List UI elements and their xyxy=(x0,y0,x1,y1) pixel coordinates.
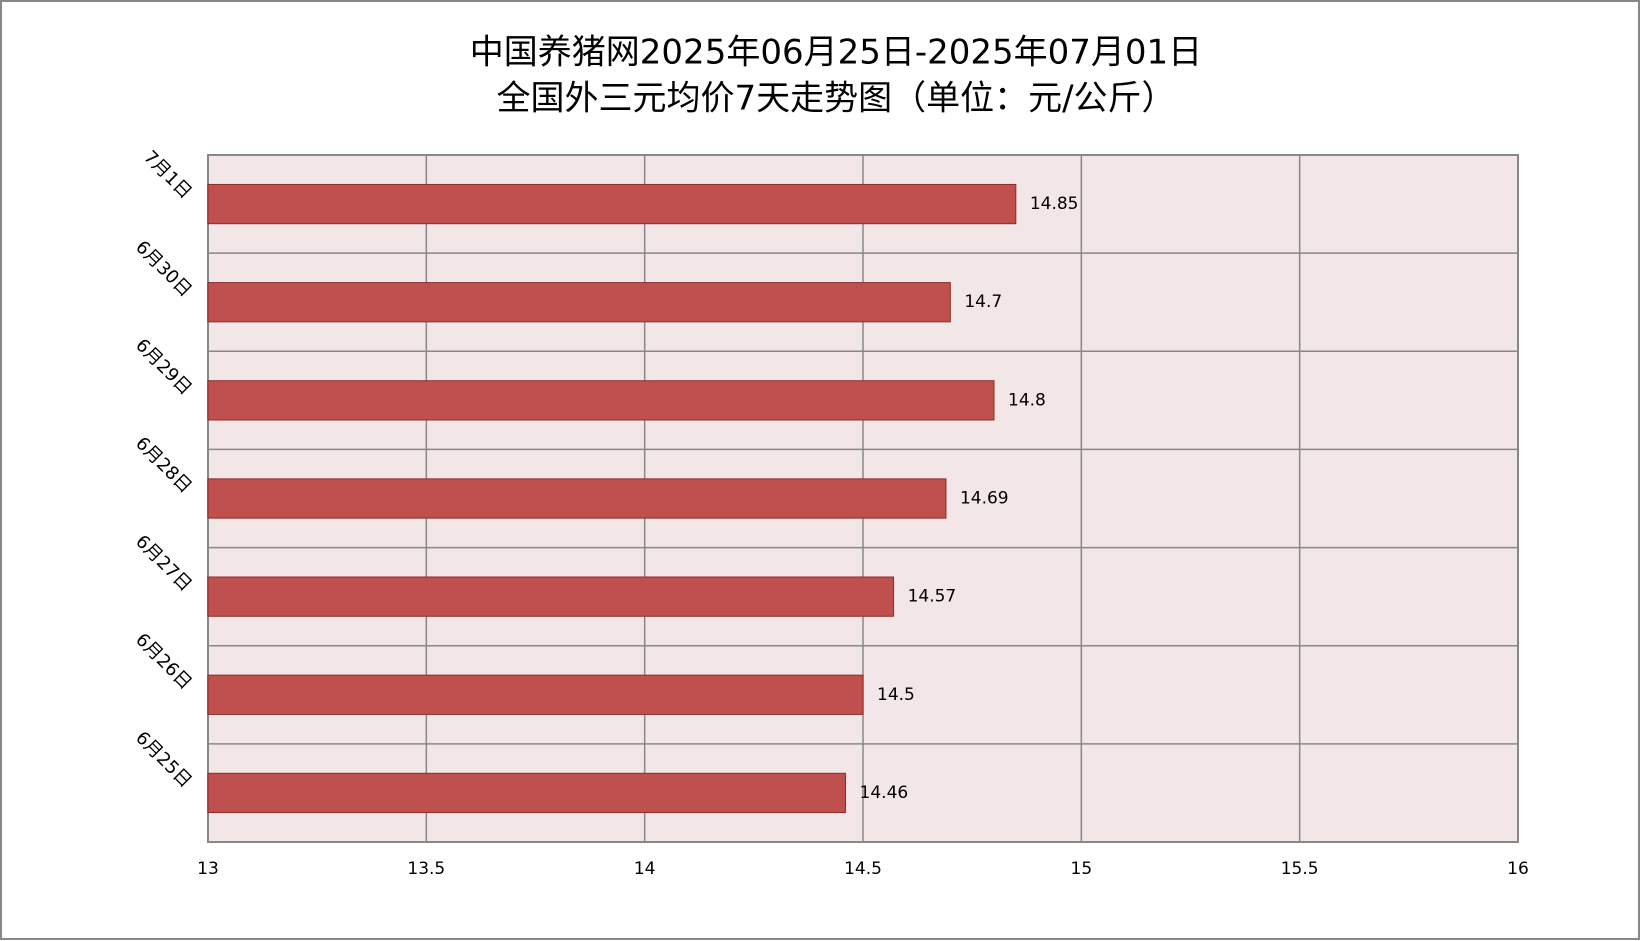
value-label: 14.7 xyxy=(964,292,1002,312)
x-tick-label: 15 xyxy=(1071,859,1093,879)
bar xyxy=(207,380,995,421)
bar xyxy=(207,576,895,617)
value-label: 14.69 xyxy=(960,489,1009,509)
chart-title: 中国养猪网2025年06月25日-2025年07月01日 xyxy=(470,33,1202,73)
value-label: 14.85 xyxy=(1030,194,1079,214)
value-label: 14.57 xyxy=(908,587,957,607)
x-tick-label: 16 xyxy=(1507,859,1529,879)
chart-title: 全国外三元均价7天走势图（单位：元/公斤） xyxy=(496,79,1175,119)
bar xyxy=(207,478,947,519)
x-tick-label: 14.5 xyxy=(844,859,882,879)
x-tick-label: 15.5 xyxy=(1281,859,1319,879)
x-tick-label: 13.5 xyxy=(407,859,445,879)
bar xyxy=(207,183,1017,225)
bar xyxy=(207,282,951,323)
bar xyxy=(207,772,847,814)
x-tick-label: 13 xyxy=(197,859,219,879)
value-label: 14.5 xyxy=(877,685,915,705)
value-label: 14.46 xyxy=(860,783,909,803)
x-tick-label: 14 xyxy=(634,859,656,879)
value-label: 14.8 xyxy=(1008,390,1046,410)
bar xyxy=(207,674,864,715)
